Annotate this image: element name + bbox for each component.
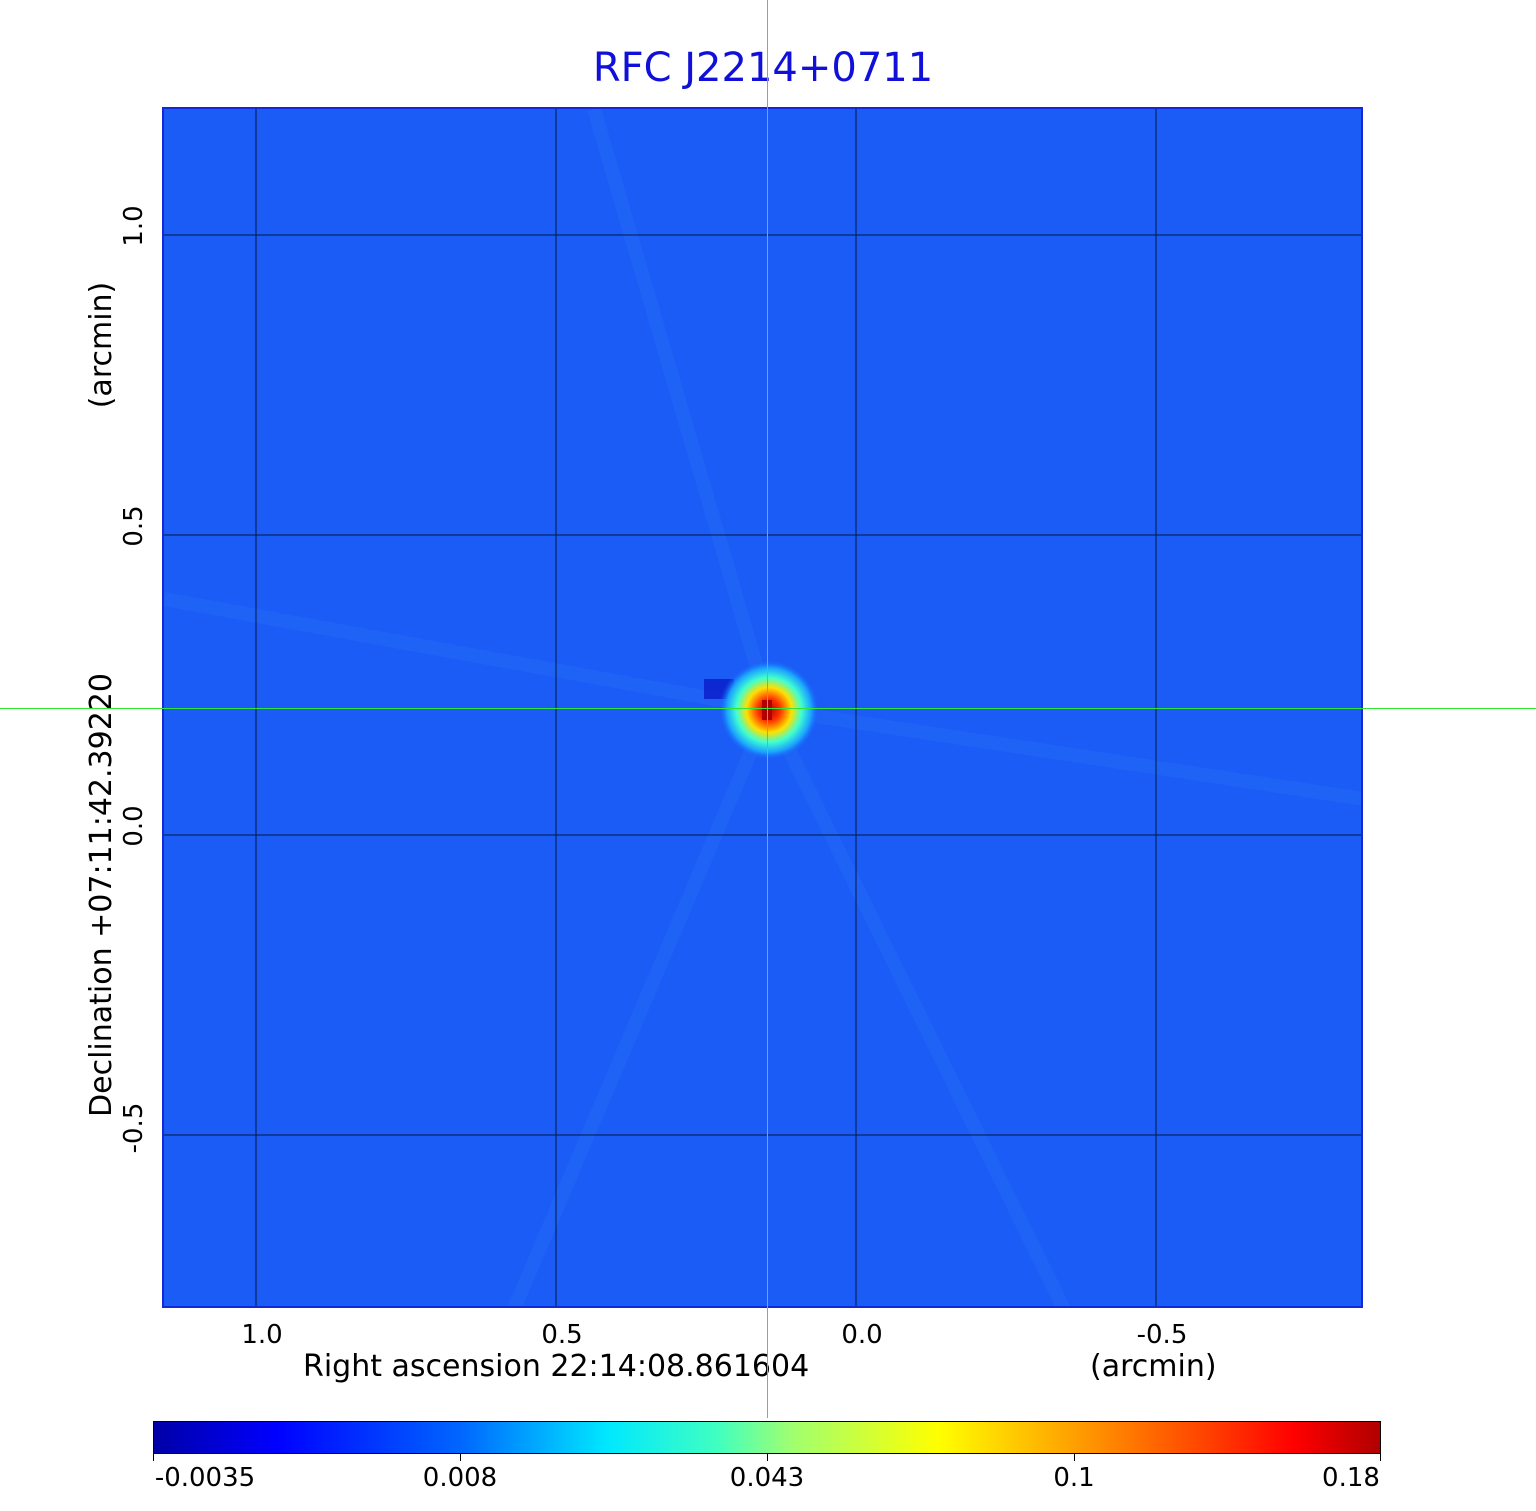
colorbar-label: 0.18 (1322, 1463, 1380, 1493)
y-axis-unit: (arcmin) (84, 281, 119, 409)
radio-image-map[interactable] (162, 107, 1363, 1308)
x-axis-label: Right ascension 22:14:08.861604 (303, 1349, 810, 1384)
x-tick-label: 0.5 (541, 1320, 583, 1350)
x-tick-label: 0.0 (841, 1320, 883, 1350)
colorbar-tick (153, 1453, 154, 1461)
x-axis-unit: (arcmin) (1090, 1349, 1217, 1384)
crosshair-horizontal (0, 708, 1536, 709)
colorbar (153, 1421, 1381, 1454)
crosshair-vertical (767, 0, 768, 1418)
y-tick-label: 0.0 (119, 805, 149, 847)
colorbar-label: -0.0035 (154, 1463, 256, 1493)
x-tick-label: -0.5 (1136, 1320, 1188, 1350)
x-tick-label: 1.0 (241, 1320, 283, 1350)
colorbar-label: 0.043 (729, 1463, 805, 1493)
y-axis-label: Declination +07:11:42.39220 (84, 673, 119, 1117)
map-layer (164, 109, 1361, 1306)
plot-title: RFC J2214+0711 (592, 45, 934, 91)
colorbar-tick (1074, 1453, 1075, 1461)
colorbar-tick (460, 1453, 461, 1461)
colorbar-tick (767, 1453, 768, 1461)
coordinate-grid (164, 109, 1361, 1306)
colorbar-label: 0.008 (422, 1463, 498, 1493)
y-tick-label: 1.0 (119, 205, 149, 247)
y-tick-label: 0.5 (119, 505, 149, 547)
colorbar-label: 0.1 (1053, 1463, 1095, 1493)
y-tick-label: -0.5 (119, 1102, 149, 1154)
colorbar-tick (1380, 1453, 1381, 1461)
